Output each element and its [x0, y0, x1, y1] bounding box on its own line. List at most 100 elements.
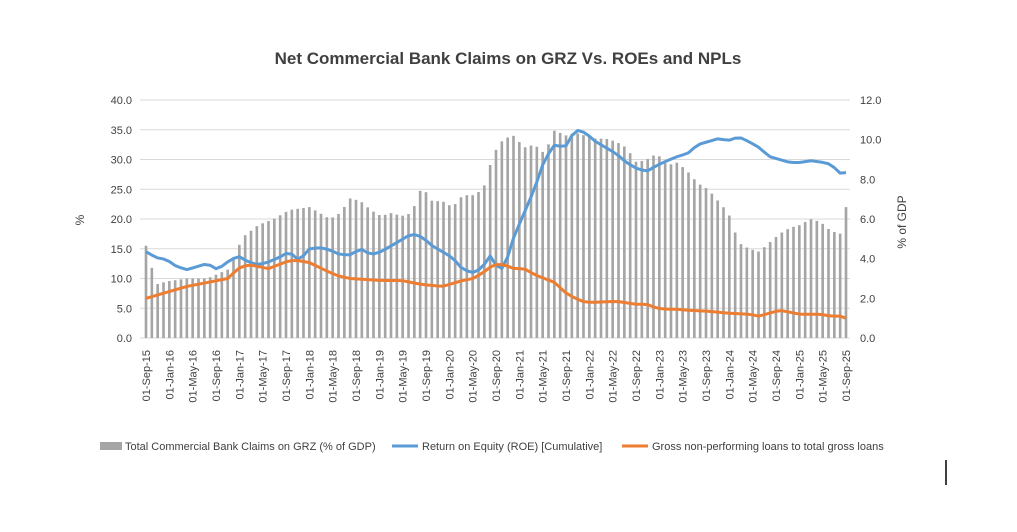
bar [786, 229, 789, 338]
bar [278, 215, 282, 338]
bar [687, 172, 690, 338]
bar [243, 235, 247, 338]
bar [418, 190, 422, 338]
bar [827, 229, 830, 338]
x-axis: 01-Sep-15 01-Jan-16 01-May-16 01-Sep-16 01-J… [141, 350, 853, 403]
x-tick-label: 01-May-24 [748, 350, 760, 403]
bar [844, 207, 848, 338]
x-tick-label: 01-Jan-19 [374, 350, 386, 400]
x-tick-label: 01-May-25 [818, 350, 830, 403]
bar [815, 220, 819, 338]
bar [710, 193, 714, 338]
bar [232, 257, 235, 338]
bar [792, 226, 795, 338]
bar [652, 155, 655, 338]
y-left-tick-label: 25.0 [111, 184, 132, 196]
bar [634, 161, 638, 338]
x-tick-label: 01-Sep-22 [631, 350, 643, 401]
x-tick-label: 01-Sep-18 [351, 350, 363, 401]
bar [675, 162, 679, 338]
x-tick-label: 01-Sep-19 [421, 350, 433, 401]
y-left-tick-label: 35.0 [111, 125, 132, 137]
bar [617, 143, 620, 338]
bar [442, 201, 445, 338]
bar [838, 233, 842, 338]
bar [308, 207, 311, 338]
y-right-tick-label: 8.0 [860, 174, 875, 186]
bar-series-claims [144, 130, 848, 338]
bar [453, 204, 457, 338]
bar [448, 205, 451, 338]
bar [669, 164, 673, 338]
bar [593, 138, 597, 338]
x-tick-label: 01-Sep-20 [491, 350, 503, 401]
x-tick-label: 01-Sep-24 [771, 350, 783, 401]
y-axis-right-label: % of GDP [895, 195, 909, 248]
y-left-tick-label: 40.0 [111, 95, 132, 107]
legend-label-npl: Gross non-performing loans to total gros… [652, 441, 884, 453]
x-tick-label: 01-Jan-22 [584, 350, 596, 400]
bar [704, 188, 708, 338]
legend-swatch-claims [100, 442, 122, 450]
y-right-tick-label: 6.0 [860, 214, 875, 226]
bar [372, 211, 375, 338]
x-tick-label: 01-Sep-25 [841, 350, 853, 401]
bar [570, 133, 574, 338]
y-right-tick-label: 2.0 [860, 293, 875, 305]
y-axis-left: 0.0 5.0 10.0 15.0 20.0 25.0 30.0 35.0 40.0 [111, 95, 132, 345]
y-right-tick-label: 4.0 [860, 254, 875, 266]
legend-label-roe: Return on Equity (ROE) [Cumulative] [422, 441, 602, 453]
x-tick-label: 01-May-18 [328, 350, 340, 403]
bar [774, 236, 778, 338]
x-tick-label: 01-May-22 [608, 350, 620, 403]
bar [745, 247, 749, 338]
bar [751, 249, 754, 338]
y-left-tick-label: 15.0 [111, 244, 132, 256]
bar [611, 140, 614, 338]
bar [226, 269, 229, 338]
bar [564, 135, 568, 338]
bar [255, 226, 259, 338]
x-tick-label: 01-May-16 [188, 350, 200, 403]
x-tick-label: 01-Jan-24 [724, 350, 736, 400]
x-tick-label: 01-Jan-21 [514, 350, 526, 400]
bar [162, 282, 165, 338]
bar [588, 136, 591, 338]
bar [220, 272, 224, 338]
bar [401, 215, 404, 338]
bar [780, 232, 784, 338]
bar [483, 185, 486, 338]
bar [716, 200, 719, 338]
bar [506, 137, 509, 338]
x-tick-label: 01-Jan-17 [234, 350, 246, 400]
bar [407, 213, 410, 338]
bar [395, 214, 399, 338]
x-tick-label: 01-May-20 [468, 350, 480, 403]
y-right-tick-label: 10.0 [860, 135, 881, 147]
bar [273, 218, 276, 338]
bar [693, 179, 696, 338]
bar [197, 278, 200, 338]
bar [366, 207, 369, 338]
bar [582, 135, 585, 338]
bar [640, 160, 644, 338]
bar [681, 167, 684, 338]
bar [284, 211, 288, 338]
bar [547, 144, 550, 338]
bar [144, 245, 148, 338]
bar [809, 219, 813, 338]
bar [191, 278, 194, 338]
bar [541, 151, 544, 338]
bar [739, 244, 743, 338]
bar [518, 142, 521, 338]
y-right-tick-label: 12.0 [860, 95, 881, 107]
x-tick-label: 01-Jan-25 [794, 350, 806, 400]
y-left-tick-label: 30.0 [111, 155, 132, 167]
bar [535, 146, 539, 338]
bar [436, 201, 439, 338]
line-series [145, 128, 847, 320]
chart-title: Net Commercial Bank Claims on GRZ Vs. RO… [275, 49, 742, 68]
bar [757, 251, 760, 338]
legend-label-claims: Total Commercial Bank Claims on GRZ (% o… [125, 441, 376, 453]
bar [354, 199, 358, 338]
